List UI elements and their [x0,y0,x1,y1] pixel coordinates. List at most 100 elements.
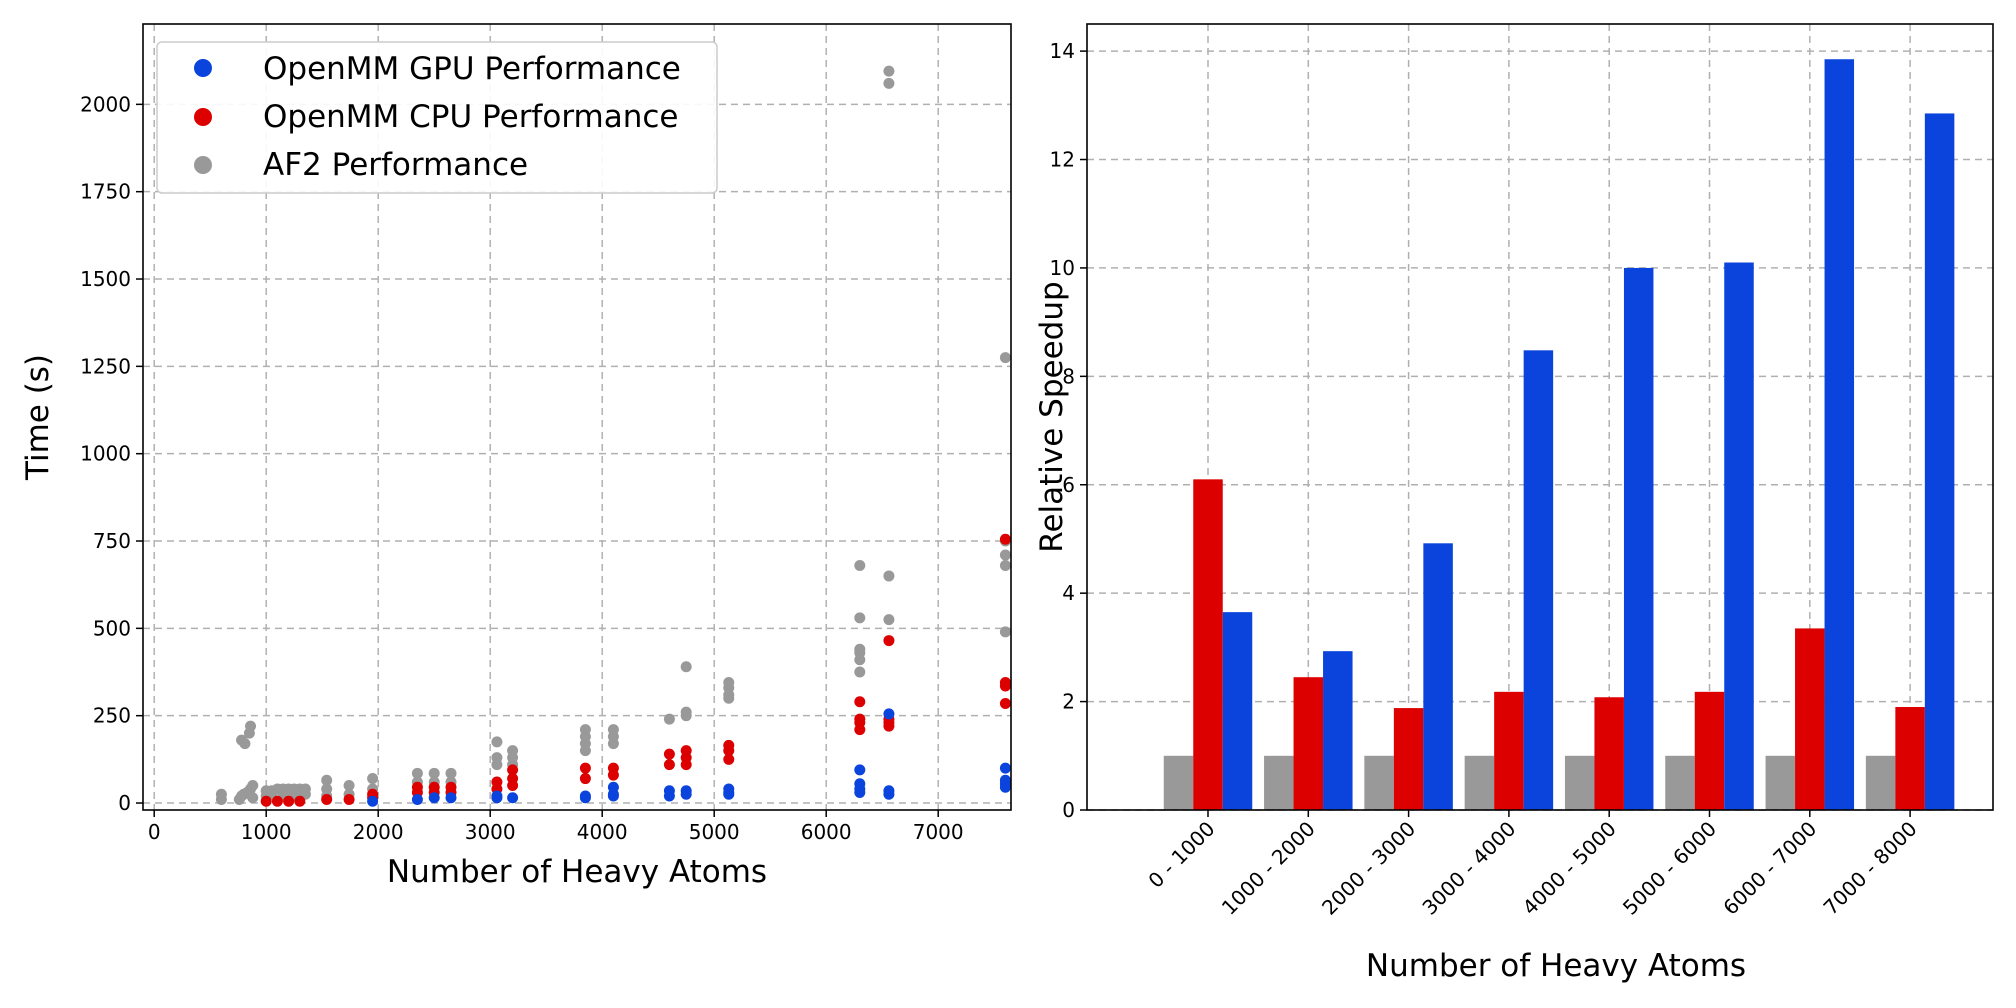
scatter-point-openmm-gpu [854,764,866,776]
scatter-point-openmm-gpu [883,708,895,720]
bar-blue [1824,59,1855,810]
scatter-x-tick-label: 2000 [353,820,404,844]
scatter-point-openmm-cpu [999,533,1011,545]
bar-blue [1523,350,1554,810]
scatter-x-tick-label: 1000 [241,820,292,844]
bar-blue [1323,651,1353,810]
scatter-y-tick-label: 1750 [80,180,131,204]
scatter-point-openmm-gpu [723,783,735,795]
scatter-point-openmm-gpu [663,785,675,797]
scatter-point-af2-performance [428,767,440,779]
scatter-x-tick-label: 3000 [465,820,516,844]
scatter-point-af2-performance [999,549,1011,561]
scatter-point-openmm-gpu [445,792,457,804]
scatter-point-af2-performance [854,643,866,655]
bar-y-tick-label: 10 [1050,256,1075,280]
legend-label-gpu: OpenMM GPU Performance [263,51,681,87]
scatter-point-af2-performance [723,676,735,688]
scatter-point-openmm-cpu [271,795,283,807]
scatter-y-tick-label: 1500 [80,267,131,291]
scatter-point-openmm-cpu [507,764,519,776]
scatter-point-openmm-cpu [507,773,519,785]
scatter-point-openmm-cpu [607,762,619,774]
bar-red [1494,691,1524,810]
scatter-y-tick-label: 750 [93,529,131,553]
scatter-point-openmm-cpu [723,739,735,751]
scatter-point-af2-performance [411,767,423,779]
scatter-point-af2-performance [999,559,1011,571]
scatter-point-openmm-cpu [854,713,866,725]
scatter-point-af2-performance [883,614,895,626]
bar-grey [1665,755,1695,810]
bar-grey [1163,755,1194,810]
scatter-point-af2-performance [607,724,619,736]
bar-grey [1765,755,1796,810]
scatter-point-openmm-gpu [999,762,1011,774]
scatter-x-tick-label: 4000 [577,820,628,844]
scatter-chart: 0 1000 2000 3000 4000 5000 6000 7000 0 250 500 750… [20,23,1012,890]
scatter-point-af2-performance [883,77,895,89]
scatter-point-openmm-gpu [428,792,440,804]
scatter-point-openmm-cpu [663,759,675,771]
scatter-x-axis-label: Number of Heavy Atoms [387,854,767,890]
bar-red [1293,677,1324,810]
scatter-point-af2-performance [491,736,503,748]
bar-y-tick-label: 4 [1062,581,1075,605]
scatter-point-af2-performance [507,745,519,757]
bar-blue [1222,612,1253,810]
scatter-y-tick-label: 2000 [80,92,131,116]
scatter-point-af2-performance [247,792,259,804]
scatter-point-openmm-cpu [343,794,355,806]
scatter-point-openmm-gpu [999,774,1011,786]
bar-blue [1423,543,1453,810]
scatter-point-openmm-gpu [491,790,503,802]
scatter-point-af2-performance [854,666,866,678]
scatter-y-tick-label: 500 [93,616,131,640]
bar-y-tick-label: 0 [1062,798,1075,822]
legend-marker-cpu [194,108,212,126]
bar-y-tick-label: 2 [1062,690,1075,714]
scatter-point-openmm-cpu [999,697,1011,709]
scatter-legend: OpenMM GPU Performance OpenMM CPU Perfor… [156,41,718,194]
scatter-y-tick-label: 0 [118,791,131,815]
scatter-point-openmm-gpu [854,778,866,790]
scatter-point-af2-performance [854,559,866,571]
scatter-point-af2-performance [215,788,227,800]
scatter-point-openmm-cpu [491,776,503,788]
scatter-point-openmm-cpu [428,781,440,793]
legend-label-af2: AF2 Performance [263,147,528,183]
scatter-point-af2-performance [680,661,692,673]
scatter-point-af2-performance [999,626,1011,638]
scatter-point-af2-performance [239,738,251,750]
bar-blue [1924,113,1955,810]
scatter-x-tick-label: 5000 [689,820,740,844]
bar-red [1193,479,1223,810]
scatter-point-af2-performance [343,780,355,792]
scatter-point-openmm-gpu [367,795,379,807]
scatter-point-openmm-cpu [999,676,1011,688]
bar-plot-frame [1086,23,1994,811]
bar-grey [1264,755,1294,810]
scatter-point-af2-performance [321,774,333,786]
bar-x-axis-label: Number of Heavy Atoms [1366,948,1746,984]
scatter-point-openmm-gpu [579,790,591,802]
bar-red [1594,697,1624,810]
scatter-x-tick-label: 6000 [801,820,852,844]
scatter-point-openmm-gpu [680,785,692,797]
scatter-point-af2-performance [883,570,895,582]
legend-marker-gpu [194,59,212,77]
scatter-point-openmm-cpu [883,635,895,647]
scatter-point-af2-performance [247,780,259,792]
scatter-point-openmm-cpu [321,794,333,806]
bar-blue [1724,262,1754,810]
scatter-point-openmm-cpu [411,781,423,793]
bar-grey [1364,755,1394,810]
scatter-point-openmm-cpu [445,781,457,793]
scatter-point-af2-performance [663,713,675,725]
bar-grey [1865,755,1896,810]
bar-red [1795,628,1825,810]
scatter-point-af2-performance [999,352,1011,364]
legend-label-cpu: OpenMM CPU Performance [263,99,678,135]
scatter-y-tick-label: 250 [93,704,131,728]
scatter-point-af2-performance [299,783,311,795]
